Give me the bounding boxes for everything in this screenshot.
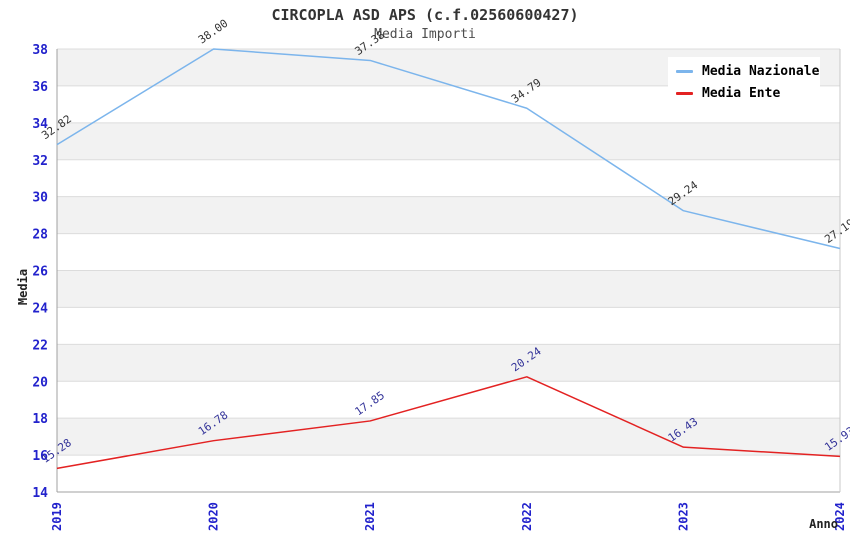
y-axis-tick-labels: 14 16 18 20 22 24 26 28 30 32 34 36 38	[32, 43, 48, 501]
x-axis-title: Anno	[809, 517, 838, 531]
y-tick-label: 38	[32, 43, 48, 58]
data-label: 38.00	[196, 17, 231, 47]
gridlines	[57, 48, 840, 493]
y-tick-label: 26	[32, 265, 48, 280]
legend-marker-ente-icon	[676, 91, 693, 95]
plot-band	[57, 233, 840, 271]
legend-item-media-nazionale[interactable]: Media Nazionale	[668, 60, 820, 82]
series-lines	[56, 48, 841, 470]
legend: Media Nazionale Media Ente	[668, 57, 820, 107]
plot-band	[57, 270, 840, 308]
series-line-media-ente	[56, 376, 841, 470]
plot-band	[57, 196, 840, 234]
y-tick-label: 22	[32, 338, 48, 353]
y-tick-label: 18	[32, 412, 48, 427]
x-tick-label: 2020	[207, 502, 221, 531]
x-tick-label: 2023	[676, 502, 690, 531]
legend-label-ente: Media Ente	[702, 85, 781, 101]
y-tick-label: 20	[32, 375, 48, 390]
x-axis-tick-labels: 2019 2020 2021 2022 2023 2024	[50, 502, 847, 531]
y-tick-label: 32	[32, 154, 48, 169]
x-tick-label: 2024	[833, 502, 847, 531]
plot-band	[57, 381, 840, 419]
y-tick-label: 14	[32, 486, 48, 501]
chart-subtitle: Media Importi	[374, 27, 476, 42]
y-tick-label: 36	[32, 80, 48, 95]
y-tick-label: 34	[32, 117, 48, 132]
x-tick-label: 2021	[363, 502, 377, 531]
x-tick-label: 2019	[50, 502, 64, 531]
plot-band	[57, 307, 840, 345]
background-bands	[57, 49, 840, 492]
y-tick-label: 24	[32, 301, 48, 316]
x-tick-label: 2022	[520, 502, 534, 531]
legend-label-nazionale: Media Nazionale	[702, 63, 820, 79]
y-tick-label: 16	[32, 449, 48, 464]
plot-band	[57, 122, 840, 160]
y-tick-label: 30	[32, 191, 48, 206]
series-line-media-nazionale	[56, 48, 841, 250]
axes	[56, 49, 841, 493]
chart-title: CIRCOPLA ASD APS (c.f.02560600427)	[271, 6, 579, 24]
plot-band	[57, 455, 840, 492]
legend-item-media-ente[interactable]: Media Ente	[668, 82, 820, 104]
y-axis-title: Media	[16, 269, 30, 305]
plot-band	[57, 344, 840, 382]
plot-band	[57, 159, 840, 197]
legend-marker-nazionale-icon	[676, 69, 693, 73]
y-tick-label: 28	[32, 228, 48, 243]
